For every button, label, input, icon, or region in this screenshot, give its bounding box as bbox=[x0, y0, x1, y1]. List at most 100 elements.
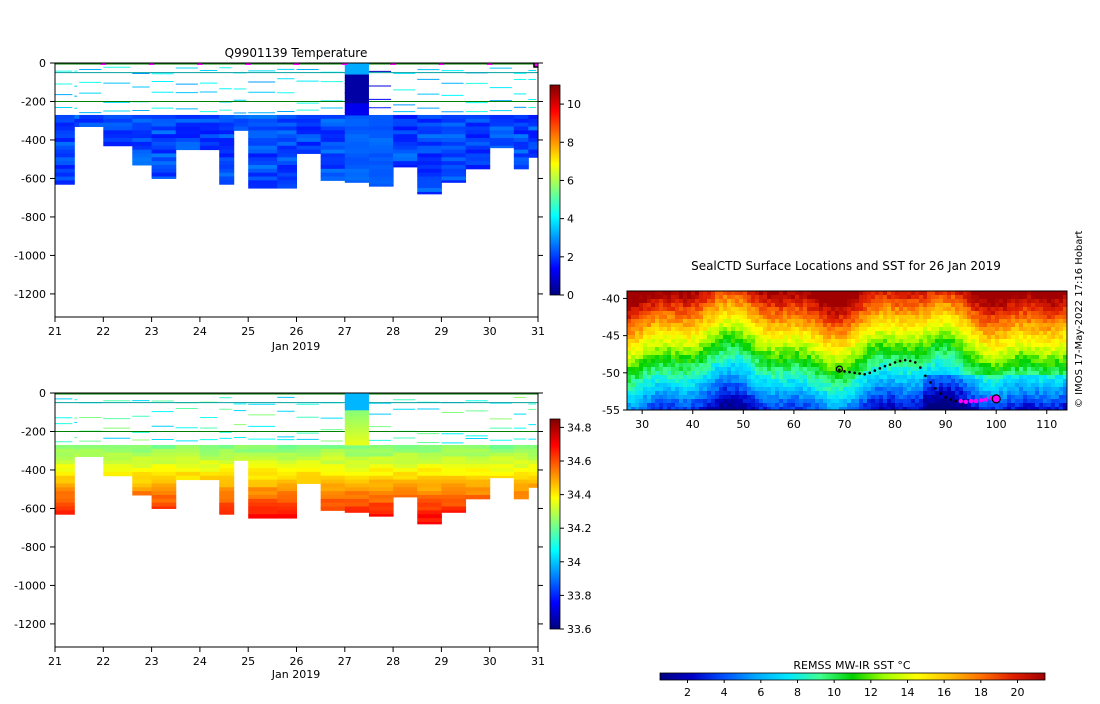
sst-cell bbox=[959, 343, 964, 348]
profile-cell bbox=[441, 448, 467, 454]
sst-cell bbox=[643, 311, 648, 316]
sst-cell bbox=[919, 291, 924, 296]
sst-cell bbox=[823, 331, 828, 336]
sst-cell bbox=[779, 315, 784, 320]
profile-cell bbox=[296, 114, 322, 120]
sst-cell bbox=[899, 319, 904, 324]
sst-cell bbox=[783, 379, 788, 384]
sst-cell bbox=[847, 383, 852, 388]
sst-cell bbox=[703, 295, 708, 300]
sst-cell bbox=[751, 311, 756, 316]
sst-cell bbox=[855, 407, 860, 410]
profile-cell bbox=[344, 398, 369, 403]
surface-marker bbox=[196, 63, 203, 65]
sst-cell bbox=[883, 375, 888, 380]
sst-cell bbox=[1035, 315, 1040, 320]
sst-cell bbox=[671, 371, 676, 376]
sst-cell bbox=[923, 355, 928, 360]
sst-cell bbox=[983, 331, 988, 336]
sst-cell bbox=[683, 319, 688, 324]
sst-cell bbox=[1063, 407, 1067, 410]
sst-cell bbox=[879, 311, 884, 316]
sst-cell bbox=[739, 383, 744, 388]
sst-cell bbox=[871, 327, 876, 332]
sst-cell bbox=[743, 347, 748, 352]
profile-cell bbox=[344, 491, 370, 496]
sst-cell bbox=[1035, 387, 1040, 392]
sst-cell bbox=[823, 327, 828, 332]
sst-cell bbox=[671, 291, 676, 296]
sst-cell bbox=[627, 371, 632, 376]
sst-cell bbox=[627, 331, 632, 336]
profile-cell bbox=[55, 498, 75, 504]
sst-cell bbox=[827, 335, 832, 340]
sst-cell bbox=[731, 307, 736, 312]
sst-cell bbox=[723, 335, 728, 340]
sst-cell bbox=[867, 375, 872, 380]
sst-cell bbox=[715, 303, 720, 308]
sst-cell bbox=[919, 339, 924, 344]
sst-cell bbox=[883, 327, 888, 332]
sst-cell bbox=[1055, 395, 1060, 400]
sst-cell bbox=[823, 395, 828, 400]
sst-cell bbox=[699, 295, 704, 300]
sst-cell bbox=[807, 395, 812, 400]
sst-cell bbox=[671, 379, 676, 384]
sst-cell bbox=[767, 359, 772, 364]
profile-cell bbox=[55, 149, 75, 154]
sst-cell bbox=[763, 399, 768, 404]
sst-cell bbox=[667, 359, 672, 364]
sst-cell bbox=[787, 351, 792, 356]
sst-cell bbox=[999, 307, 1004, 312]
sst-cell bbox=[735, 323, 740, 328]
sst-cell bbox=[763, 291, 768, 296]
sst-cell bbox=[1027, 359, 1032, 364]
sst-cell bbox=[747, 391, 752, 396]
sst-cell bbox=[643, 399, 648, 404]
sst-cell bbox=[875, 323, 880, 328]
profile-cell bbox=[248, 138, 278, 143]
recent-track-point bbox=[958, 398, 963, 404]
sst-cell bbox=[907, 391, 912, 396]
sst-cell bbox=[995, 311, 1000, 316]
profile-cell bbox=[441, 491, 467, 496]
sst-cell bbox=[767, 383, 772, 388]
sst-cell bbox=[851, 347, 856, 352]
sst-cell bbox=[807, 343, 812, 348]
profile-cell bbox=[132, 145, 153, 151]
sst-cell bbox=[1043, 403, 1048, 408]
sst-cell bbox=[879, 383, 884, 388]
sst-cell bbox=[703, 307, 708, 312]
sst-cell bbox=[983, 359, 988, 364]
sst-cell bbox=[683, 311, 688, 316]
sst-cell bbox=[907, 375, 912, 380]
sst-cell bbox=[847, 403, 852, 408]
sst-cell bbox=[839, 307, 844, 312]
sst-cell bbox=[863, 311, 868, 316]
sst-cell bbox=[955, 387, 960, 392]
sst-cell bbox=[719, 383, 724, 388]
sst-cell bbox=[631, 351, 636, 356]
sst-cell bbox=[855, 379, 860, 384]
sst-cell bbox=[875, 379, 880, 384]
sst-cell bbox=[1015, 375, 1020, 380]
sst-cell bbox=[807, 323, 812, 328]
sst-cell bbox=[895, 383, 900, 388]
sst-cell bbox=[735, 399, 740, 404]
sst-cell bbox=[679, 323, 684, 328]
sst-cell bbox=[1043, 343, 1048, 348]
sst-cell bbox=[723, 395, 728, 400]
sst-cell bbox=[699, 387, 704, 392]
sst-cell bbox=[775, 303, 780, 308]
sst-cell bbox=[951, 307, 956, 312]
temperature-panel: Q9901139 Temperature 21 22 23 24 25 26 27 28 29 3… bbox=[14, 46, 581, 353]
profile-cell bbox=[277, 122, 297, 127]
profile-cell bbox=[277, 126, 297, 131]
sst-cell bbox=[935, 295, 940, 300]
sst-cell bbox=[839, 379, 844, 384]
sst-cell bbox=[715, 355, 720, 360]
profile-cell bbox=[393, 487, 418, 492]
sst-cell bbox=[715, 323, 720, 328]
sst-cell bbox=[923, 331, 928, 336]
sst-cell bbox=[791, 347, 796, 352]
